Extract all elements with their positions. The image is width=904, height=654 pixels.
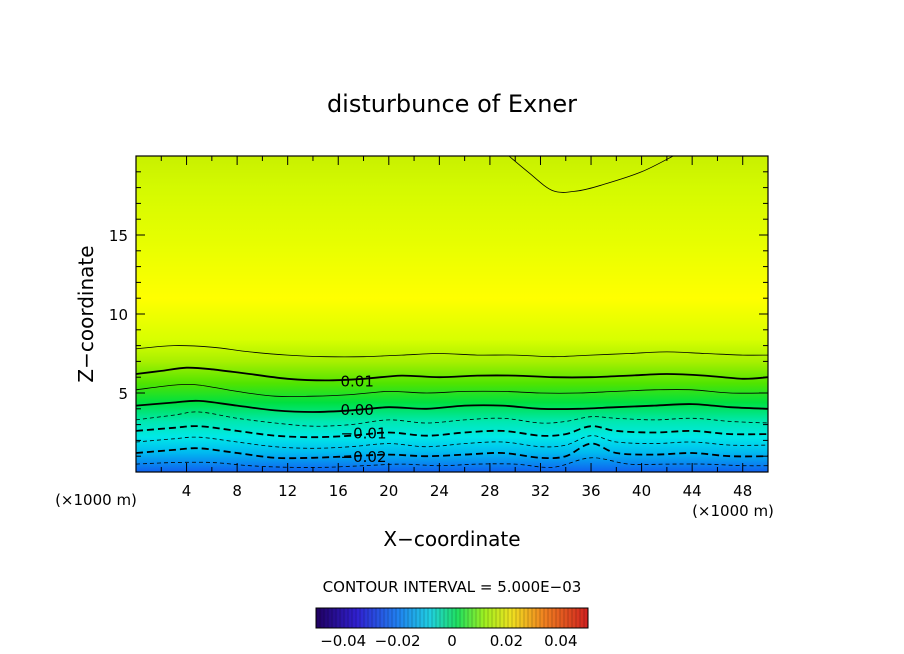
x-tick-label: 32 [531,482,550,500]
contour-line-m0p01 [136,425,768,439]
y-tick-label: 5 [118,385,128,403]
x-tick-label: 12 [278,482,297,500]
contour-line-m0p005 [136,411,768,427]
contour-line-0p01 [136,366,768,382]
contour-line-m0p02 [136,442,768,460]
contour-field [136,156,768,472]
x-tick-label: 36 [581,482,600,500]
colorbar-frame [315,607,589,629]
colorbar-tick-label: −0.04 [320,632,366,650]
colorbar: −0.04 −0.02 0 0.02 0.04 [315,607,589,650]
x-tick-label: 16 [329,482,348,500]
plot-area: 0.010.00−0.01−0.02 4 8 12 16 20 24 28 32 36 40 44 4… [109,155,769,500]
x-tick-label: 4 [182,482,192,500]
x-tick-label: 20 [379,482,398,500]
contour-lines [136,156,768,468]
colorbar-ticks: −0.04 −0.02 0 0.02 0.04 [320,632,577,650]
x-tick-label: 44 [683,482,702,500]
x-tick-label: 24 [430,482,449,500]
y-axis-label: Z−coordinate [74,245,98,382]
x-axis-label: X−coordinate [383,527,520,551]
contour-line-0p005 [136,383,768,397]
contour-line-0p015 [136,345,768,358]
x-unit-left: (×1000 m) [55,491,137,509]
contour-line-m0p015 [136,435,768,449]
contour-label: 0.00 [340,401,373,419]
x-axis-ticks: 4 8 12 16 20 24 28 32 36 40 44 48 [160,156,752,500]
contour-label: −0.01 [341,425,387,443]
colorbar-tick-label: 0 [447,632,457,650]
colorbar-stripes [319,608,585,628]
chart-title: disturbunce of Exner [327,90,577,118]
x-tick-label: 8 [232,482,242,500]
contour-line-0 [136,399,768,413]
colorbar-gradient [316,608,588,628]
contour-labels: 0.01 0.00 −0.01 −0.02 [340,372,387,466]
x-unit-right: (×1000 m) [692,502,774,520]
y-tick-label: 10 [109,306,128,324]
contour-line-m0p025 [136,457,768,468]
contour-interval-text: CONTOUR INTERVAL = 5.000E−03 [323,578,582,596]
x-tick-label: 48 [733,482,752,500]
x-tick-label: 40 [632,482,651,500]
y-axis-ticks: 5 10 15 [109,171,768,457]
y-tick-label: 15 [109,227,128,245]
colorbar-tick-label: 0.02 [490,632,523,650]
colorbar-tick-label: 0.04 [544,632,577,650]
colorbar-tick-label: −0.02 [375,632,421,650]
x-tick-label: 28 [480,482,499,500]
contour-label: −0.02 [341,448,387,466]
contour-line-0p02 [508,156,674,193]
contour-label: 0.01 [340,372,373,390]
